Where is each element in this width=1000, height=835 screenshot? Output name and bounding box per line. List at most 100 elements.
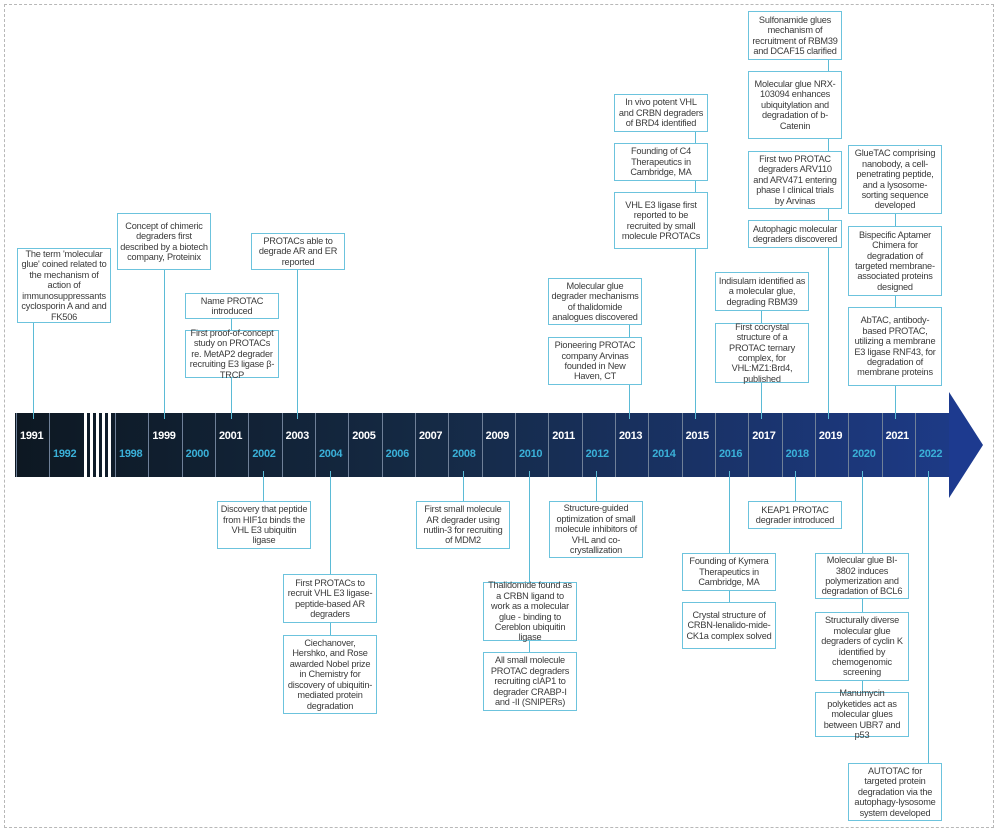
timeline-gap-stripe <box>108 413 111 477</box>
connector-line-2016 <box>729 471 730 602</box>
year-label: 2016 <box>718 448 743 460</box>
year-cell-2014: 2014 <box>648 413 681 477</box>
event-box-2015: In vivo potent VHL and CRBN degraders of… <box>614 94 708 132</box>
year-cell-2004: 2004 <box>314 413 348 477</box>
timeline-gap-stripe <box>96 413 99 477</box>
connector-line-2018 <box>795 471 796 501</box>
year-cell-1999: 1999 <box>148 413 181 477</box>
event-box-2020: Manumycin polyketides act as molecular g… <box>815 688 909 740</box>
year-label: 2003 <box>285 430 310 442</box>
event-box-2018: KEAP1 PROTAC degrader introduced <box>748 501 842 529</box>
event-text: Structure-guided optimization of small m… <box>555 503 637 556</box>
year-label: 1991 <box>20 430 44 442</box>
event-text: AbTAC, antibody-based PROTAC, utilizing … <box>854 315 936 378</box>
year-cell-2016: 2016 <box>714 413 748 477</box>
year-cell-2021: 2021 <box>881 413 915 477</box>
dashed-frame <box>4 4 994 828</box>
event-text: PROTACs able to degrade AR and ER report… <box>258 235 338 267</box>
event-box-2019: Autophagic molecular degraders discovere… <box>748 220 842 248</box>
timeline-gap-stripe <box>102 413 105 477</box>
event-text: Bispecific Aptamer Chimera for degradati… <box>855 229 935 292</box>
event-box-2012: Structure-guided optimization of small m… <box>549 501 643 558</box>
year-label: 2017 <box>752 430 776 442</box>
year-label: 2020 <box>852 448 876 460</box>
year-label: 2021 <box>885 430 910 442</box>
year-cell-2011: 2011 <box>548 413 581 477</box>
year-label: 2015 <box>685 430 710 442</box>
event-text: Name PROTAC introduced <box>200 295 264 316</box>
connector-line-2012 <box>596 471 597 501</box>
year-cell-2010: 2010 <box>514 413 548 477</box>
event-text: Thalidomide found as a CRBN ligand to wo… <box>488 580 572 643</box>
event-text: The term 'molecular glue' coined related… <box>21 249 107 322</box>
event-box-2022: AUTOTAC for targeted protein degradation… <box>848 763 942 821</box>
year-label: 2019 <box>818 430 843 442</box>
connector-line-2003 <box>297 270 298 419</box>
event-text: Sulfonamide glues mechanism of recruitme… <box>752 14 838 56</box>
event-box-2020: Molecular glue BI-3802 induces polymeriz… <box>815 553 909 599</box>
event-text: GlueTAC comprising nanobody, a cell-pene… <box>854 148 936 211</box>
year-label: 2018 <box>785 448 810 460</box>
event-box-2016: Crystal structure of CRBN-lenalido-mide-… <box>682 602 776 649</box>
year-label: 2001 <box>218 430 243 442</box>
year-cell-2006: 2006 <box>381 413 415 477</box>
event-text: All small molecule PROTAC degraders recr… <box>490 655 570 708</box>
event-text: In vivo potent VHL and CRBN degraders of… <box>618 97 704 129</box>
year-label: 2013 <box>618 430 643 442</box>
event-box-2019: Sulfonamide glues mechanism of recruitme… <box>748 11 842 60</box>
event-text: AUTOTAC for targeted protein degradation… <box>854 765 936 818</box>
connector-line-2008 <box>463 471 464 501</box>
event-box-2021: Bispecific Aptamer Chimera for degradati… <box>848 226 942 296</box>
event-text: First cocrystal structure of a PROTAC te… <box>729 321 795 384</box>
year-cell-2020: 2020 <box>848 413 881 477</box>
year-cell-2001: 2001 <box>214 413 248 477</box>
event-box-2002: Discovery that peptide from HIF1α binds … <box>217 501 311 549</box>
event-box-2010: Thalidomide found as a CRBN ligand to wo… <box>483 580 577 643</box>
event-text: Molecular glue degrader mechanisms of th… <box>551 280 639 322</box>
year-cell-2018: 2018 <box>781 413 815 477</box>
event-text: Manumycin polyketides act as molecular g… <box>823 688 901 741</box>
year-label: 2012 <box>585 448 610 460</box>
event-text: First two PROTAC degraders ARV110 and AR… <box>753 153 837 206</box>
event-box-1991: The term 'molecular glue' coined related… <box>17 248 111 323</box>
event-text: VHL E3 ligase first reported to be recru… <box>621 199 701 241</box>
year-label: 2000 <box>185 448 210 460</box>
event-box-2010: All small molecule PROTAC degraders recr… <box>483 652 577 711</box>
event-box-2020: Structurally diverse molecular glue degr… <box>815 612 909 681</box>
event-box-2001: First proof-of-concept study on PROTACs … <box>185 327 279 380</box>
year-cell-2012: 2012 <box>581 413 615 477</box>
year-cell-2022: 2022 <box>914 413 948 477</box>
year-cell-2013: 2013 <box>614 413 648 477</box>
connector-line-2002 <box>263 471 264 501</box>
year-label: 2004 <box>318 448 343 460</box>
event-text: Crystal structure of CRBN-lenalido-mide-… <box>686 609 772 641</box>
year-label: 1992 <box>53 448 77 460</box>
year-cell-2000: 2000 <box>181 413 215 477</box>
year-cell-2003: 2003 <box>281 413 315 477</box>
event-text: Ciechanover, Hershko, and Rose awarded N… <box>287 638 373 711</box>
year-cell-1991: 1991 <box>16 413 49 477</box>
event-box-2004: First PROTACs to recruit VHL E3 ligase-p… <box>283 574 377 623</box>
connector-line-2010 <box>529 471 530 652</box>
event-text: Discovery that peptide from HIF1α binds … <box>220 504 308 546</box>
event-box-2017: Indisulam identified as a molecular glue… <box>715 272 809 311</box>
event-box-2015: Founding of C4 Therapeutics in Cambridge… <box>614 143 708 181</box>
event-text: Concept of chimeric degraders first desc… <box>120 220 208 262</box>
year-label: 2005 <box>352 430 376 442</box>
year-cell-2007: 2007 <box>414 413 448 477</box>
year-label: 2010 <box>518 448 543 460</box>
connector-line-1991 <box>33 323 34 419</box>
year-cell-2019: 2019 <box>814 413 848 477</box>
event-text: Founding of Kymera Therapeutics in Cambr… <box>689 556 769 588</box>
event-box-2015: VHL E3 ligase first reported to be recru… <box>614 192 708 249</box>
event-text: Molecular glue NRX-103094 enhances ubiqu… <box>754 78 836 131</box>
event-text: First proof-of-concept study on PROTACs … <box>189 327 275 380</box>
year-label: 2022 <box>918 448 943 460</box>
event-text: Indisulam identified as a molecular glue… <box>718 275 806 307</box>
year-label: 1998 <box>119 448 143 460</box>
connector-line-2015 <box>695 132 696 419</box>
event-box-2019: First two PROTAC degraders ARV110 and AR… <box>748 151 842 209</box>
year-label: 2006 <box>385 448 410 460</box>
event-box-2013: Pioneering PROTAC company Arvinas founde… <box>548 337 642 385</box>
